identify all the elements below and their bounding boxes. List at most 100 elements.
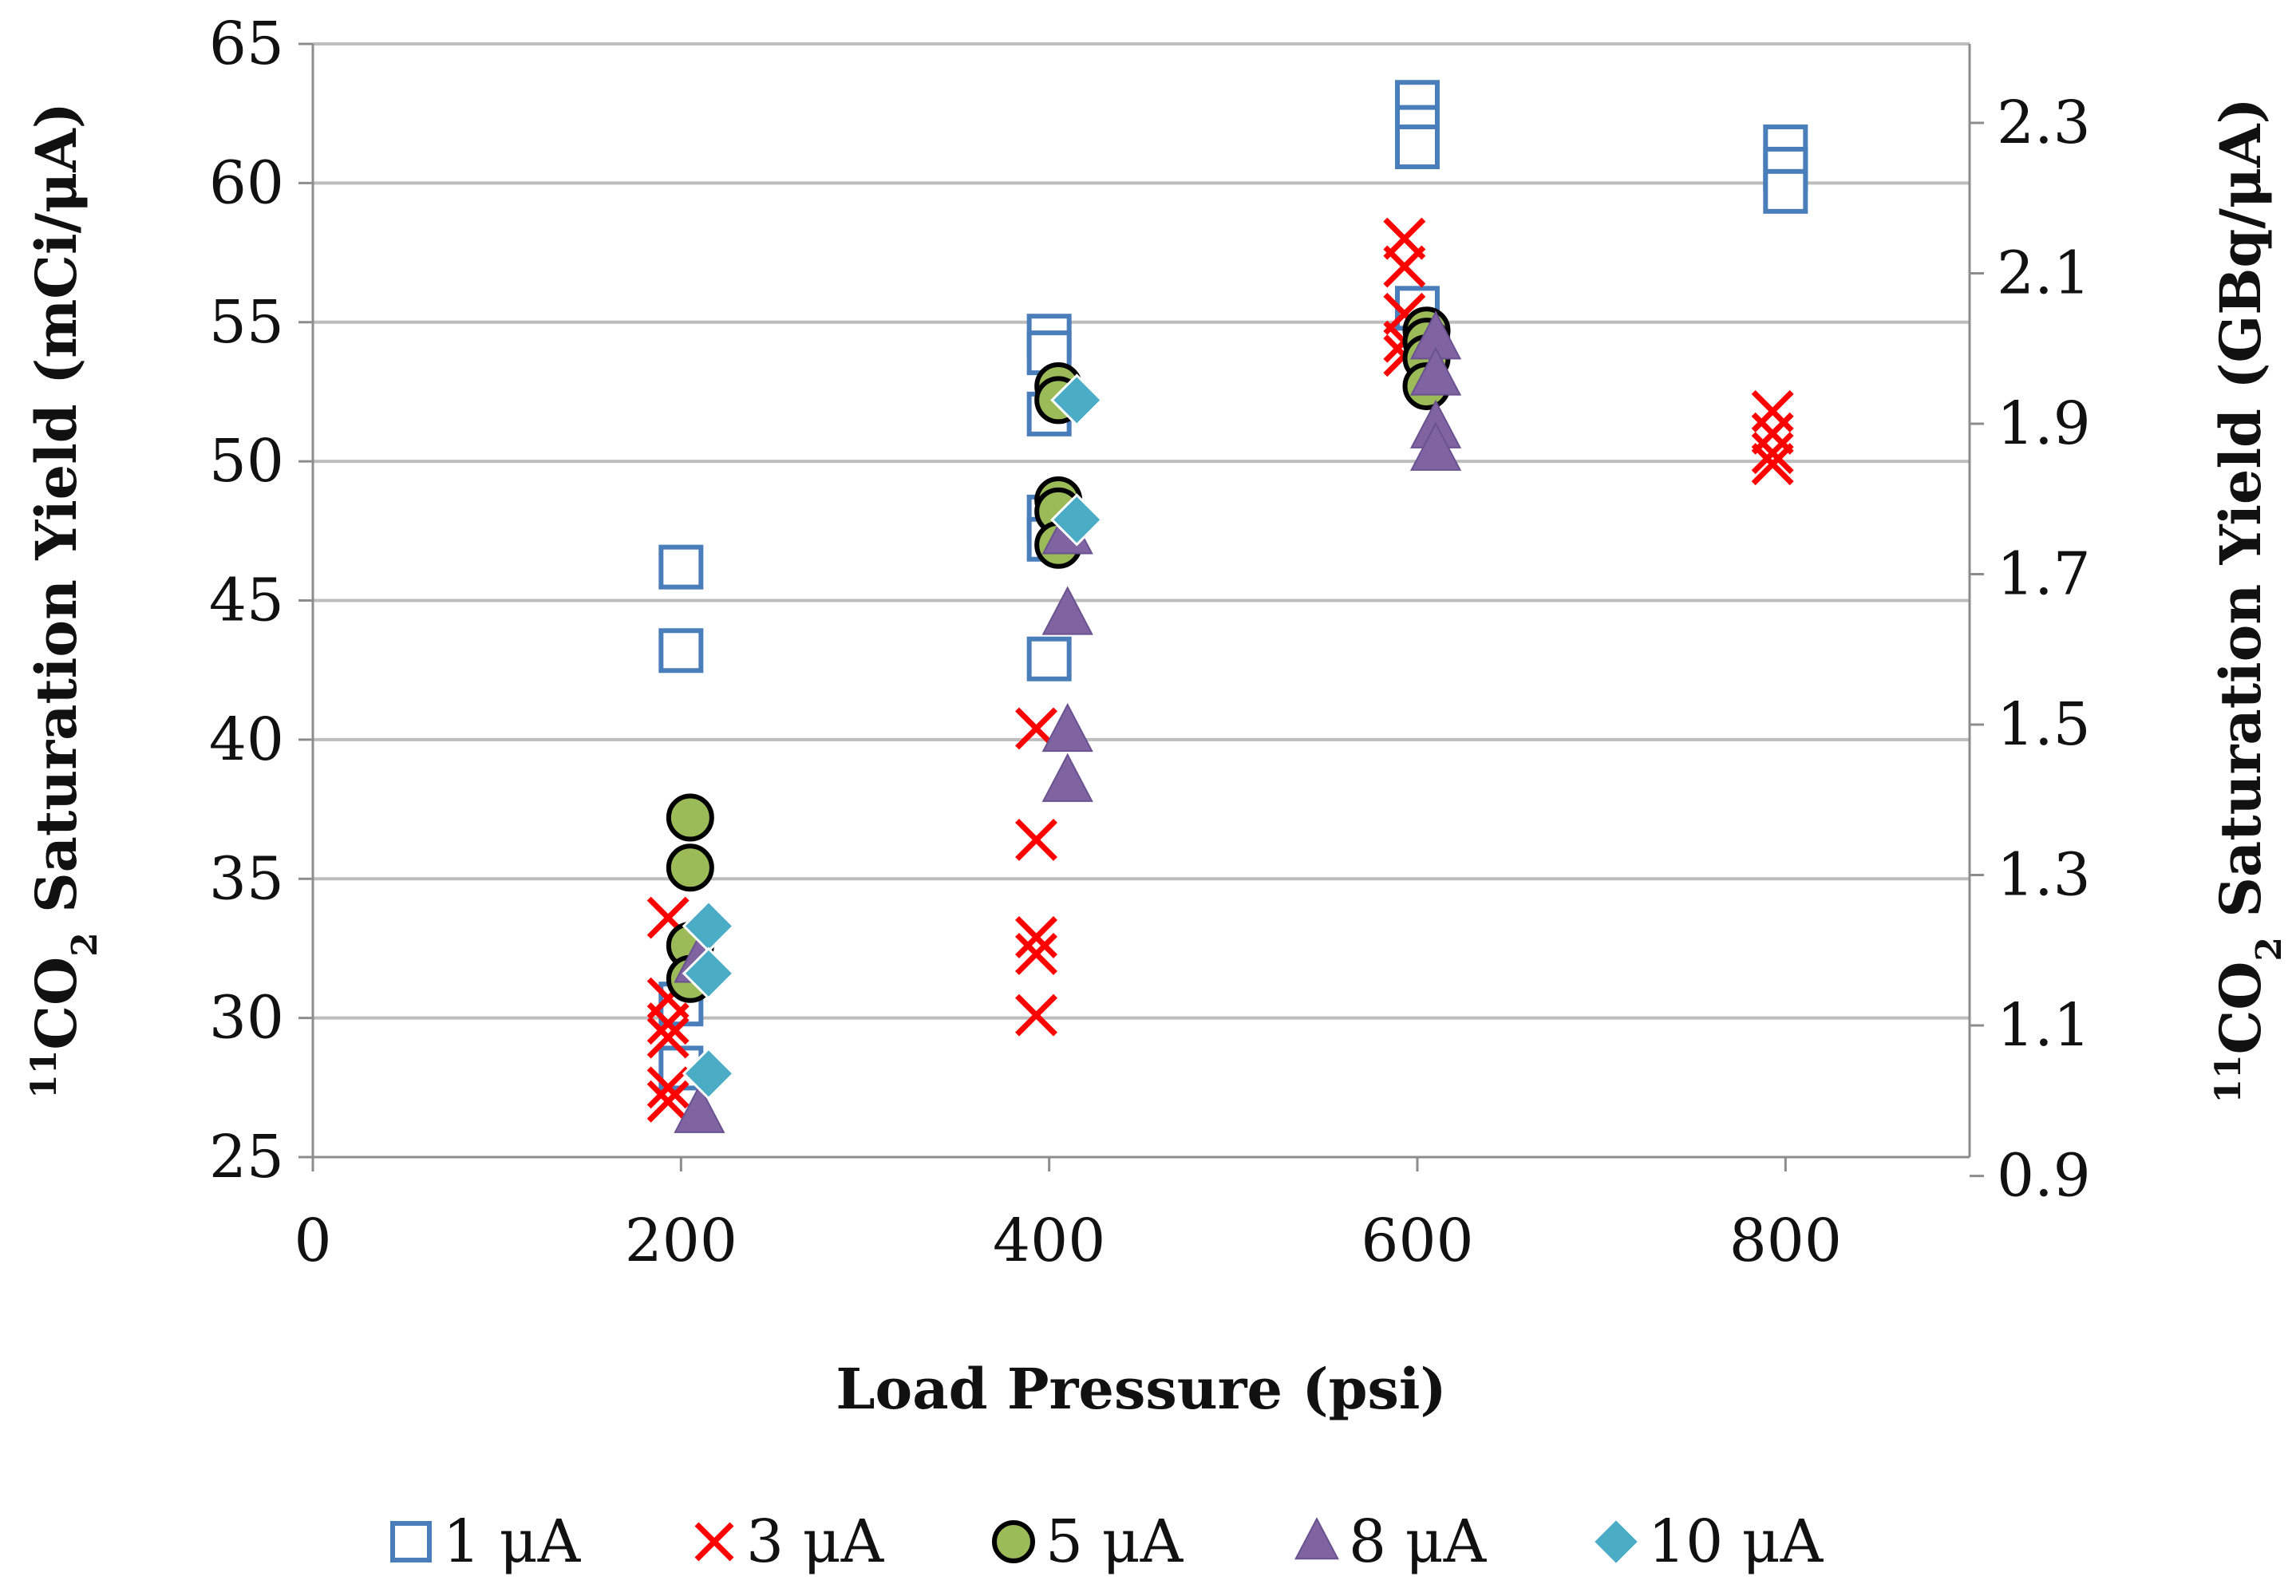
data-point [646, 1002, 690, 1045]
diamond-marker-shape [1050, 493, 1104, 547]
data-point [682, 1047, 736, 1100]
y2-axis-title-formula: CO [2207, 962, 2274, 1055]
triangle-marker-shape [1041, 586, 1093, 635]
diamond-marker-shape [1050, 373, 1104, 427]
diamond-marker-shape [1591, 1517, 1641, 1566]
data-point [1395, 124, 1440, 170]
data-point [1015, 994, 1057, 1037]
square-marker-shape [658, 628, 704, 674]
y-axis-title-formula: CO [23, 957, 89, 1050]
y2-tick-label: 1.1 [1997, 991, 2091, 1060]
x-marker-stroke-b [1015, 994, 1057, 1037]
data-point [1763, 168, 1808, 214]
gridlines [313, 42, 1970, 1020]
data-point [1751, 389, 1794, 433]
data-point [666, 793, 714, 842]
y-tick-label: 50 [209, 427, 284, 496]
data-point [646, 1066, 690, 1109]
data-point [1751, 443, 1794, 486]
data-point [666, 843, 714, 892]
y-tick-label: 60 [209, 148, 284, 217]
triangle-marker-shape [1409, 421, 1462, 471]
square-marker-shape [390, 1521, 432, 1562]
x-marker-stroke-b [1751, 443, 1794, 486]
y-tick-label: 65 [209, 10, 284, 78]
data-point [1751, 412, 1794, 455]
diamond-marker-shape [682, 946, 736, 1000]
y-tick-label: 30 [209, 984, 284, 1053]
x-marker-stroke-b [1383, 245, 1426, 288]
square-marker-shape [1395, 124, 1440, 170]
data-point [646, 1016, 690, 1059]
y-tick-label: 55 [209, 288, 284, 357]
legend: 1 μA 3 μA 5 μA 8 μA 10 μA [390, 1507, 1824, 1576]
x-marker-stroke-b [646, 1016, 690, 1059]
x-marker-stroke-b [694, 1522, 734, 1562]
data-point [674, 1084, 725, 1133]
y2-tick-label: 1.9 [1997, 389, 2091, 458]
triangle-marker-shape [1409, 346, 1462, 396]
data-point [658, 544, 704, 590]
y2-tick-label: 1.5 [1997, 690, 2091, 759]
y2-tick-label: 1.3 [1997, 841, 2091, 910]
legend-item-1: 1 μA [390, 1507, 582, 1576]
data-points [646, 80, 1808, 1133]
x-marker-stroke-b [646, 1066, 690, 1109]
legend-marker [1591, 1517, 1641, 1566]
y2-tick-label: 2.1 [1997, 239, 2091, 307]
triangle-marker-shape [1041, 753, 1093, 802]
legend-marker [694, 1522, 734, 1562]
y-axis-title: 11CO2 Saturation Yield (mCi/μA) [23, 102, 105, 1099]
y-tick-label: 25 [209, 1123, 284, 1191]
data-point [1041, 586, 1093, 635]
y-axis-title-isotope: 11 [24, 1050, 65, 1099]
square-marker-shape [1763, 168, 1808, 214]
series-1 [658, 80, 1808, 1091]
legend-item-3: 5 μA [992, 1507, 1184, 1576]
x-tick-label: 400 [993, 1207, 1105, 1275]
square-marker-shape [658, 544, 704, 590]
data-point [1409, 346, 1462, 396]
circle-marker-shape [666, 843, 714, 892]
y-axis-title-text: Saturation Yield (mCi/μA) [23, 102, 89, 932]
data-point [658, 628, 704, 674]
legend-label: 1 μA [443, 1507, 582, 1576]
x-marker-stroke-b [1015, 916, 1057, 958]
legend-marker [1294, 1517, 1339, 1560]
data-point [1050, 493, 1104, 547]
triangle-marker-shape [674, 1084, 725, 1133]
x-marker-stroke-b [1751, 412, 1794, 455]
data-point [1751, 432, 1794, 475]
legend-label: 8 μA [1349, 1507, 1488, 1576]
x-marker-stroke-b [1015, 818, 1057, 861]
legend-marker [992, 1520, 1035, 1563]
data-point [1041, 753, 1093, 802]
x-marker-stroke-b [646, 896, 690, 939]
y2-axis-title-isotope: 11 [2208, 1054, 2249, 1103]
legend-label: 5 μA [1045, 1507, 1184, 1576]
data-point [682, 946, 736, 1000]
data-point [1050, 373, 1104, 427]
legend-marker [390, 1521, 432, 1562]
y2-tick-label: 0.9 [1997, 1142, 2091, 1211]
y-tick-label: 45 [209, 567, 284, 635]
x-marker-stroke-b [1015, 932, 1057, 975]
triangle-marker-shape [1294, 1517, 1339, 1560]
y2-tick-label: 1.7 [1997, 540, 2091, 609]
y2-tick-label: 2.3 [1997, 89, 2091, 157]
x-tick-label: 600 [1361, 1207, 1473, 1275]
circle-marker-shape [992, 1520, 1035, 1563]
data-point [1383, 245, 1426, 288]
data-point [1041, 702, 1093, 753]
y-axis-title-subscript: 2 [65, 932, 105, 957]
x-tick-label: 0 [294, 1207, 331, 1275]
data-point [1015, 932, 1057, 975]
square-marker-shape [1026, 636, 1072, 681]
series-5 [682, 373, 1104, 1100]
legend-item-4: 8 μA [1294, 1507, 1488, 1576]
x-tick-label: 800 [1729, 1207, 1842, 1275]
series-2 [646, 217, 1794, 1123]
data-point [1409, 421, 1462, 471]
data-point [1015, 916, 1057, 958]
